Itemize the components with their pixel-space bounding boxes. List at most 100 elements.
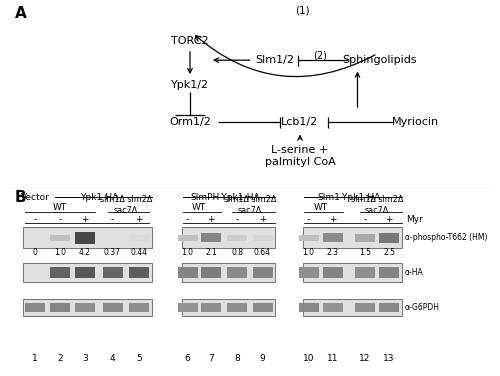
- Text: 13: 13: [384, 354, 395, 362]
- Bar: [182, 263, 275, 282]
- Bar: [129, 303, 149, 312]
- Text: 0.44: 0.44: [130, 249, 148, 257]
- Text: slm1Δ slm2Δ
sac7Δ: slm1Δ slm2Δ sac7Δ: [351, 195, 403, 215]
- Text: 4: 4: [110, 354, 116, 362]
- Bar: [22, 227, 152, 248]
- Text: 1.0: 1.0: [182, 249, 194, 257]
- Text: Orm1/2: Orm1/2: [169, 117, 211, 127]
- Text: WT: WT: [314, 203, 328, 212]
- Bar: [379, 303, 399, 312]
- Text: WT: WT: [53, 203, 67, 212]
- Bar: [379, 267, 399, 278]
- Bar: [182, 299, 275, 316]
- Bar: [22, 299, 152, 316]
- Text: Myr: Myr: [406, 215, 424, 224]
- Bar: [322, 267, 342, 278]
- Bar: [379, 233, 399, 243]
- Text: Lcb1/2: Lcb1/2: [282, 117, 319, 127]
- Text: +: +: [329, 215, 336, 224]
- Text: 1.0: 1.0: [302, 249, 314, 257]
- Text: 0: 0: [32, 249, 38, 257]
- Text: 3: 3: [82, 354, 88, 362]
- Bar: [75, 303, 95, 312]
- Bar: [178, 235, 198, 241]
- Bar: [75, 232, 95, 244]
- Text: slm1Δ slm2Δ
sac7Δ: slm1Δ slm2Δ sac7Δ: [100, 195, 152, 215]
- Bar: [182, 227, 275, 248]
- Bar: [201, 233, 221, 242]
- Text: 0.37: 0.37: [104, 249, 121, 257]
- Bar: [201, 303, 221, 312]
- Bar: [178, 267, 198, 278]
- Text: Ypk1-HA: Ypk1-HA: [80, 193, 118, 202]
- Bar: [302, 263, 402, 282]
- Text: 5: 5: [136, 354, 142, 362]
- Text: -: -: [364, 215, 366, 224]
- Bar: [355, 303, 375, 312]
- Bar: [102, 235, 122, 240]
- Bar: [129, 267, 149, 278]
- Text: α-phospho-T662 (HM): α-phospho-T662 (HM): [405, 233, 487, 242]
- Bar: [228, 235, 248, 241]
- Text: (1): (1): [295, 6, 310, 16]
- Text: +: +: [385, 215, 393, 224]
- Bar: [298, 235, 318, 241]
- Text: 10: 10: [303, 354, 314, 362]
- Text: 9: 9: [260, 354, 266, 362]
- Bar: [50, 235, 70, 241]
- Bar: [22, 263, 152, 282]
- Text: (2): (2): [313, 50, 327, 61]
- Bar: [252, 235, 272, 241]
- Text: 8: 8: [234, 354, 240, 362]
- Text: Sphingolipids: Sphingolipids: [342, 55, 417, 65]
- Text: -: -: [58, 215, 61, 224]
- Text: +: +: [81, 215, 89, 224]
- Text: 7: 7: [208, 354, 214, 362]
- Text: 2.1: 2.1: [205, 249, 217, 257]
- Text: +: +: [135, 215, 143, 224]
- Bar: [322, 303, 342, 312]
- Text: SlmPH-Ypk1-HA: SlmPH-Ypk1-HA: [190, 193, 260, 202]
- Text: 11: 11: [327, 354, 338, 362]
- Text: 4.2: 4.2: [79, 249, 91, 257]
- Text: 2.5: 2.5: [383, 249, 395, 257]
- Text: Myriocin: Myriocin: [392, 117, 438, 127]
- Text: -: -: [186, 215, 189, 224]
- Text: 12: 12: [360, 354, 370, 362]
- Text: 0.64: 0.64: [254, 249, 271, 257]
- Text: 1.0: 1.0: [54, 249, 66, 257]
- Bar: [252, 267, 272, 278]
- Bar: [298, 267, 318, 278]
- Text: WT: WT: [192, 203, 206, 212]
- Text: L-serine +
palmityl CoA: L-serine + palmityl CoA: [264, 145, 336, 167]
- Bar: [50, 267, 70, 278]
- Text: 1.5: 1.5: [359, 249, 371, 257]
- Bar: [75, 267, 95, 278]
- Bar: [102, 303, 122, 312]
- Text: +: +: [259, 215, 266, 224]
- Bar: [25, 303, 45, 312]
- Bar: [322, 233, 342, 242]
- Text: Ypk1/2: Ypk1/2: [171, 80, 209, 89]
- Text: 2: 2: [57, 354, 63, 362]
- Text: B: B: [15, 190, 26, 205]
- Text: 1: 1: [32, 354, 38, 362]
- Bar: [178, 303, 198, 312]
- Text: TORC2: TORC2: [171, 36, 209, 46]
- Text: Slm1/2: Slm1/2: [256, 55, 294, 65]
- Bar: [355, 267, 375, 278]
- Text: +: +: [208, 215, 215, 224]
- Bar: [298, 303, 318, 312]
- Bar: [302, 227, 402, 248]
- Text: 6: 6: [184, 354, 190, 362]
- Text: 0.8: 0.8: [232, 249, 243, 257]
- Text: -: -: [111, 215, 114, 224]
- Text: A: A: [15, 6, 27, 21]
- FancyArrowPatch shape: [196, 36, 375, 77]
- Bar: [252, 303, 272, 312]
- Text: α-HA: α-HA: [405, 268, 424, 277]
- Text: -: -: [236, 215, 239, 224]
- Text: Slm1-Ypk1-HA: Slm1-Ypk1-HA: [317, 193, 380, 202]
- Bar: [129, 235, 149, 241]
- Text: -: -: [34, 215, 36, 224]
